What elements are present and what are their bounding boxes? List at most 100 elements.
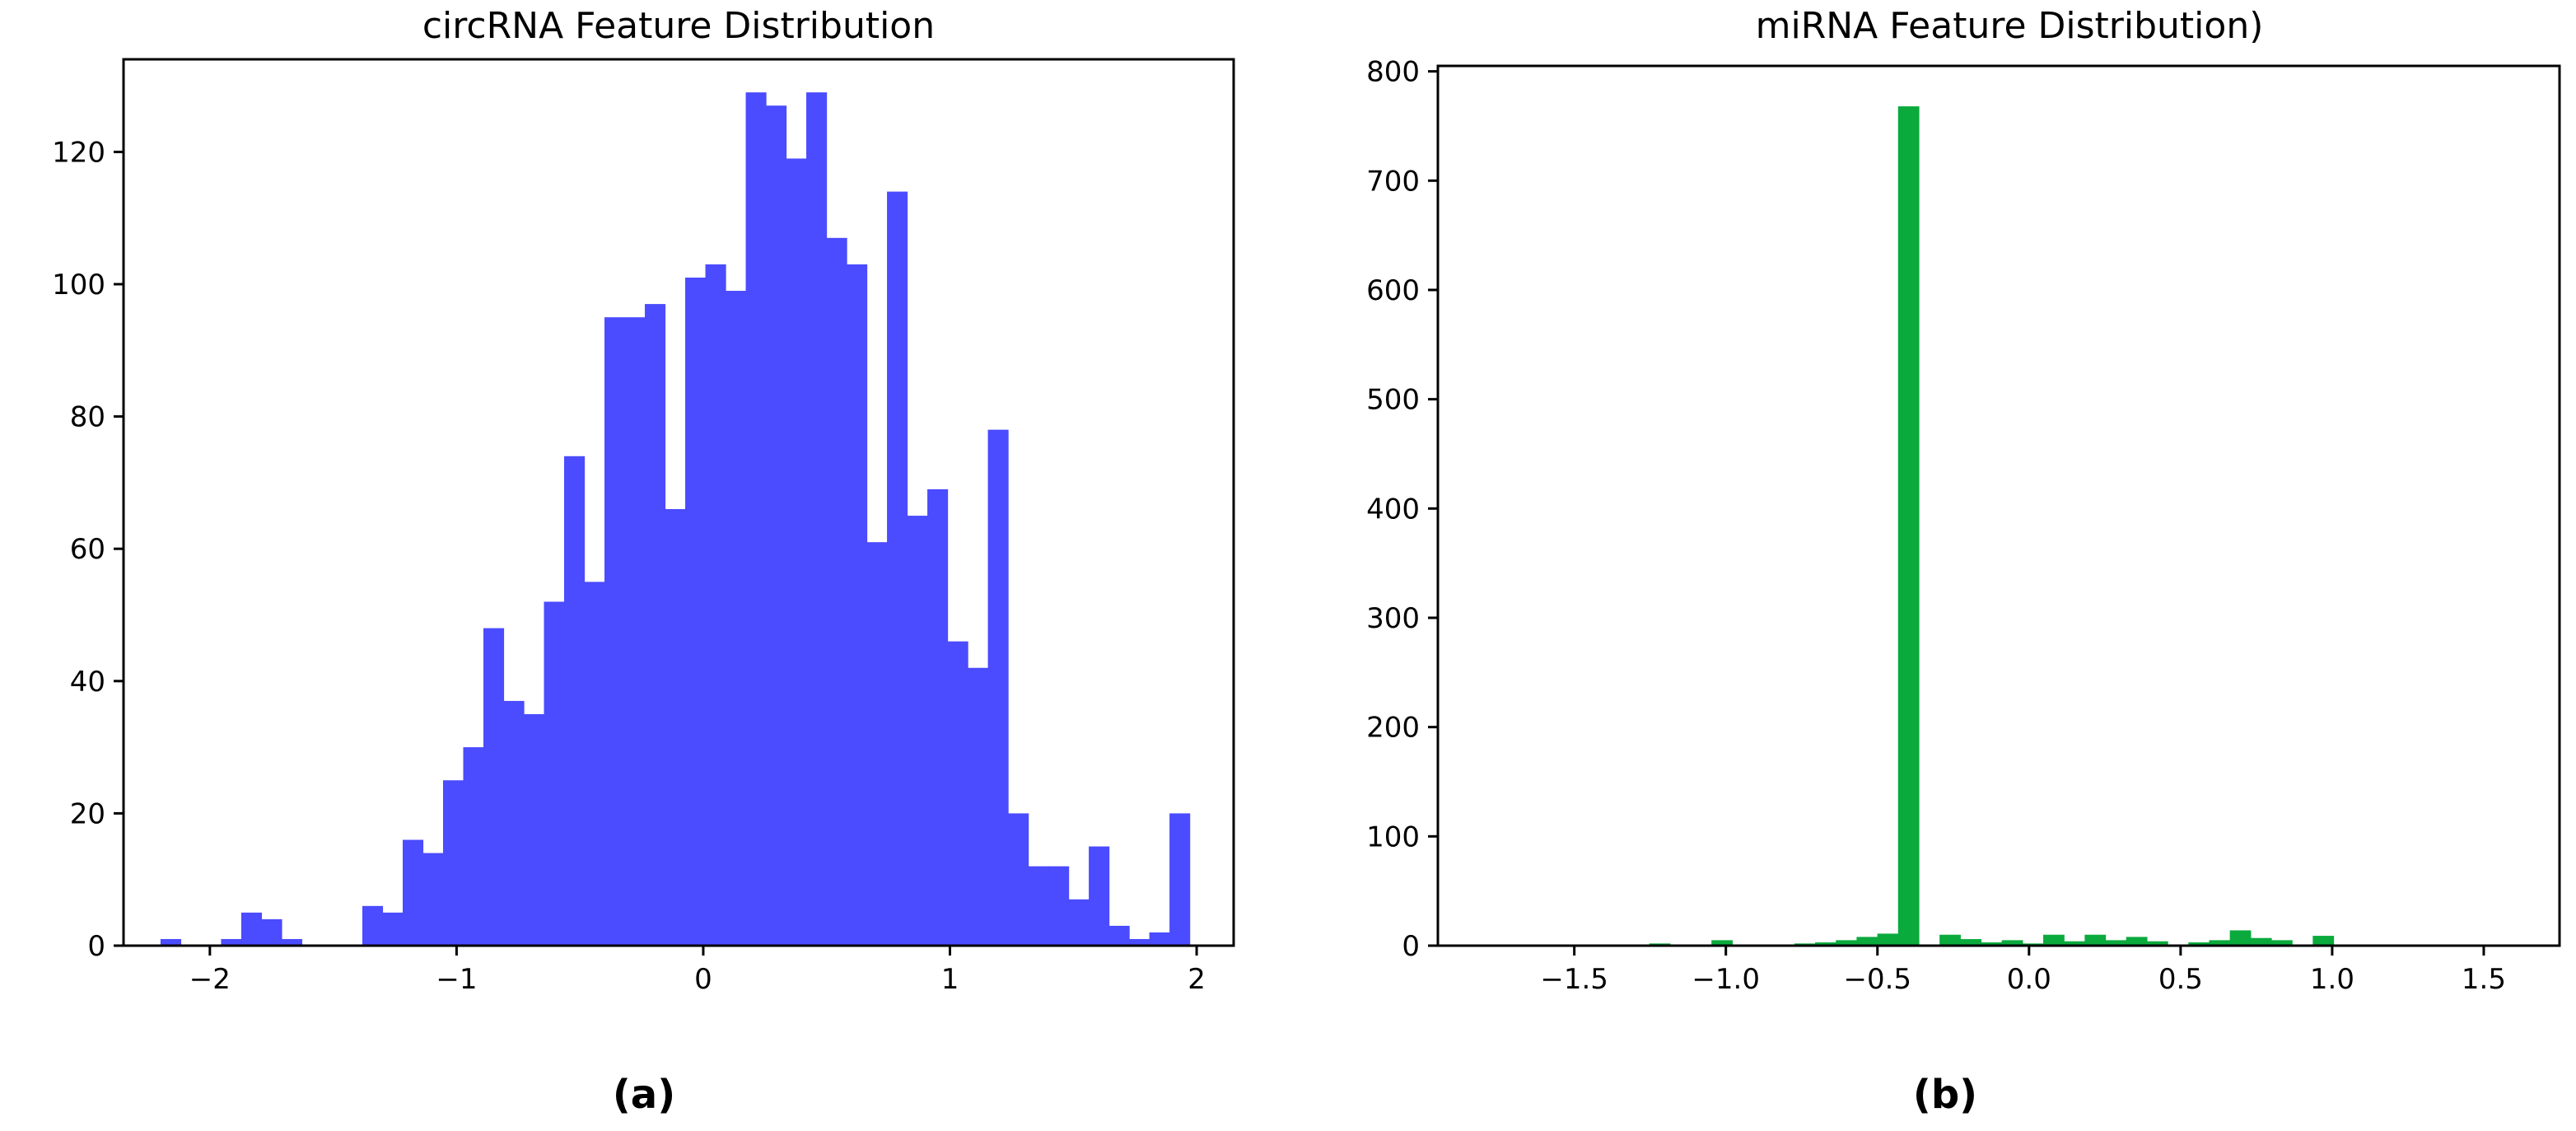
histogram-bar (2209, 940, 2231, 946)
chart-title: circRNA Feature Distribution (422, 5, 935, 47)
histogram-bar (1068, 899, 1090, 946)
histogram-bar (927, 488, 949, 946)
histogram-bar (503, 700, 525, 946)
histogram-bar (745, 92, 767, 946)
histogram-bar (806, 92, 828, 946)
y-tick-label: 40 (70, 666, 105, 699)
histogram-bar (2188, 942, 2210, 946)
histogram-bar (604, 317, 626, 946)
histogram-bar (968, 667, 989, 946)
histogram-bar (1897, 106, 1920, 946)
histogram-bar (1129, 938, 1150, 946)
y-tick-label: 500 (1366, 384, 1420, 417)
y-tick-label: 80 (70, 401, 105, 434)
histogram-bar (564, 456, 586, 946)
histogram-bar (1108, 925, 1130, 946)
histogram-bar (362, 905, 384, 946)
histogram-bar (1877, 933, 1899, 946)
panel-caption: (b) (1913, 1072, 1977, 1118)
y-tick-label: 0 (1402, 930, 1420, 963)
histogram-bar (645, 304, 666, 946)
histogram-bar (544, 601, 565, 946)
histogram-bar (2126, 937, 2148, 946)
x-tick-label: −1 (436, 963, 477, 996)
histogram-bar (847, 264, 868, 946)
histogram-bar (2105, 940, 2127, 946)
histogram-bar (483, 628, 505, 946)
histogram-bar (221, 938, 242, 946)
histogram-bars (160, 92, 1191, 946)
x-tick-label: −0.5 (1843, 963, 1911, 996)
histogram-bar (866, 542, 888, 946)
x-tick-label: −2 (189, 963, 231, 996)
y-tick-label: 0 (87, 930, 105, 963)
x-tick-label: 1 (941, 963, 959, 996)
histogram-bar (584, 582, 605, 946)
histogram-bar (261, 918, 282, 946)
histogram-bar (766, 105, 787, 946)
y-tick-label: 300 (1366, 602, 1420, 635)
histogram-bar (665, 509, 686, 946)
plot-frame (122, 58, 1235, 947)
chart-title: miRNA Feature Distribution) (1756, 5, 2264, 47)
histogram-bar (463, 747, 484, 946)
histogram-bar (160, 938, 182, 946)
x-tick-label: −1.0 (1692, 963, 1760, 996)
histogram-bar (1149, 932, 1170, 946)
histogram-bar (2043, 934, 2065, 946)
histogram-bar (1856, 937, 1878, 946)
histogram-bar (240, 912, 263, 946)
histogram-bar (402, 839, 424, 946)
histogram-bar (1981, 942, 2003, 946)
histogram-bar (887, 191, 908, 946)
y-tick-label: 20 (70, 797, 105, 830)
histogram-bar (422, 853, 444, 946)
histogram-bar (786, 158, 807, 946)
y-tick-label: 60 (70, 533, 105, 566)
panel-b: miRNA Feature Distribution) −1.5 −1.0 −0.5… (1366, 5, 2561, 1118)
histogram-bar (1028, 866, 1049, 946)
x-tick-label: −1.5 (1540, 963, 1608, 996)
histogram-bar (826, 237, 847, 946)
histogram-bar (1960, 939, 1982, 946)
x-tick-label: 1.0 (2310, 963, 2354, 996)
histogram-bars (1483, 106, 2541, 946)
histogram-bar (624, 317, 646, 946)
plot-frame (1436, 64, 2561, 947)
histogram-bar (524, 713, 545, 946)
histogram-bar (1711, 940, 1733, 946)
histogram-bar (705, 264, 726, 946)
y-tick-label: 800 (1366, 56, 1420, 89)
histogram-bar (726, 291, 747, 946)
x-tick-label: 1.5 (2462, 963, 2506, 996)
histogram-bar (2312, 936, 2335, 946)
histogram-bar (2064, 941, 2085, 946)
histogram-bar (1815, 942, 1836, 946)
histogram-bar (2271, 940, 2293, 946)
histogram-bar (2250, 937, 2272, 946)
y-tick-label: 100 (52, 269, 105, 301)
histogram-bar (685, 277, 707, 946)
histogram-bar (442, 780, 464, 946)
histogram-bar (382, 912, 404, 946)
histogram-bar (1089, 846, 1110, 946)
x-tick-label: 0.5 (2158, 963, 2203, 996)
histogram-bar (2001, 940, 2023, 946)
histogram-bar (1048, 866, 1070, 946)
panel-caption: (a) (613, 1072, 675, 1118)
axis-ticks: −1.5 −1.0 −0.5 0.0 0.5 1.0 1.5 0 100 200 300 400 500… (1366, 56, 2506, 996)
x-tick-label: 0 (694, 963, 712, 996)
y-tick-label: 100 (1366, 820, 1420, 853)
histogram-bar (2146, 941, 2168, 946)
x-tick-label: 0.0 (2007, 963, 2051, 996)
histogram-bar (281, 938, 303, 946)
histogram-bar (1169, 813, 1191, 946)
histogram-bar (987, 429, 1009, 946)
histogram-bar (1939, 934, 1961, 946)
panel-a: circRNA Feature Distribution −2 −1 0 1 20204… (52, 5, 1235, 1118)
histogram-bar (1008, 813, 1029, 946)
y-tick-label: 600 (1366, 274, 1420, 307)
histogram-bar (1836, 940, 1858, 946)
